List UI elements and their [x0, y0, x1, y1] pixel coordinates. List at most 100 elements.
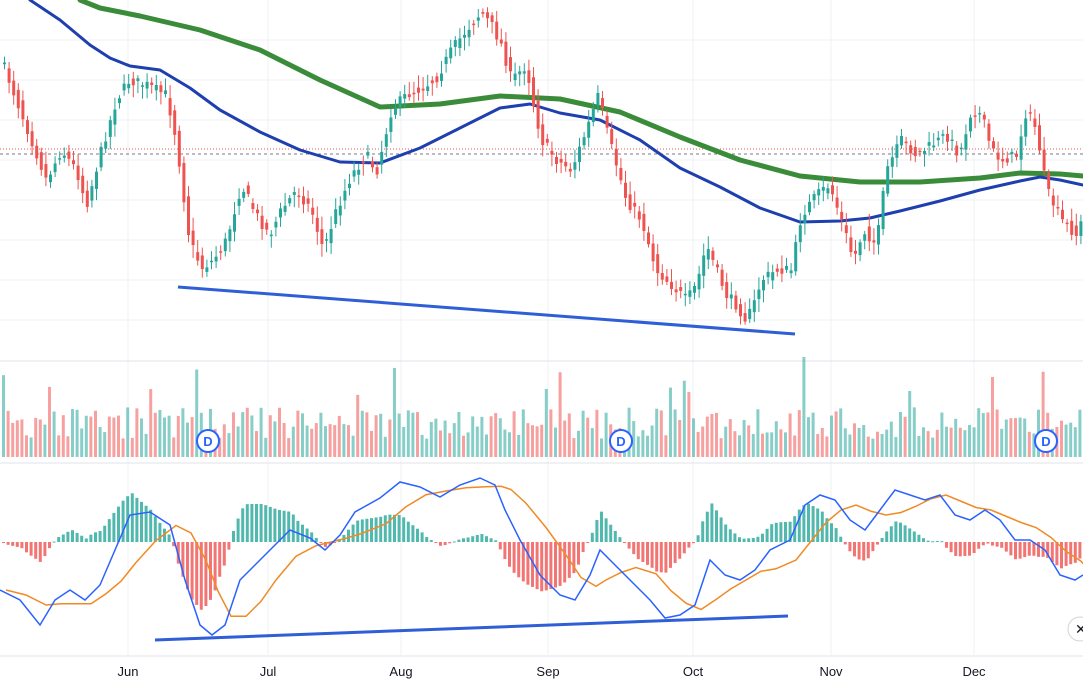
macd-histogram-bar: [328, 542, 332, 546]
macd-histogram-bar: [163, 528, 166, 542]
candle-body: [348, 183, 351, 189]
macd-histogram-bar: [1014, 542, 1017, 560]
macd-histogram-bar: [1027, 542, 1031, 556]
volume-bar: [282, 423, 286, 457]
volume-bar: [866, 436, 870, 457]
candle-body: [338, 205, 342, 216]
candle-body: [513, 73, 517, 81]
macd-histogram-bar: [866, 542, 870, 559]
volume-bar: [452, 423, 456, 457]
volume-bar: [365, 412, 369, 457]
month-tick-label: Nov: [819, 664, 843, 679]
macd-lines: [0, 477, 1083, 636]
dividend-marker[interactable]: D: [609, 429, 633, 453]
close-button[interactable]: ✕: [1067, 616, 1083, 642]
candle-body: [996, 152, 1000, 160]
volume-bar: [857, 427, 861, 457]
macd-histogram-bar: [535, 542, 539, 590]
macd-histogram-bar: [1060, 542, 1063, 569]
candle-body: [826, 188, 830, 194]
volume-bar: [126, 407, 130, 457]
month-tick-label: Dec: [962, 664, 986, 679]
macd-histogram-bar: [475, 534, 479, 542]
macd-histogram-bar: [531, 542, 534, 587]
volume-bar: [232, 412, 235, 457]
candle-body: [214, 256, 218, 262]
volume-bar: [1064, 424, 1068, 457]
candle-body: [1079, 221, 1083, 236]
dividend-marker-label: D: [1041, 434, 1050, 449]
candle-body: [311, 207, 315, 215]
candle-body: [992, 141, 995, 149]
candle-body: [306, 198, 310, 204]
macd-histogram-bar: [1009, 542, 1013, 556]
macd-histogram-bar: [958, 542, 962, 557]
macd-histogram-bar: [287, 511, 291, 542]
volume-bar: [563, 420, 567, 457]
volume-bar: [788, 413, 792, 457]
dividend-marker[interactable]: D: [196, 429, 220, 453]
macd-histogram-bar: [15, 542, 19, 547]
volume-bar: [337, 415, 341, 457]
macd-histogram-bar: [135, 497, 139, 542]
macd-histogram-bar: [71, 530, 74, 542]
volume-bar: [839, 408, 843, 457]
macd-histogram-bar: [701, 521, 705, 542]
candle-body: [831, 185, 834, 195]
candle-body: [812, 194, 816, 201]
volume-bar: [917, 435, 921, 457]
candle-body: [39, 152, 43, 170]
macd-histogram-bar: [199, 542, 203, 610]
candle-body: [302, 196, 305, 205]
volume-bar: [521, 409, 525, 457]
candle-body: [757, 289, 761, 300]
macd-histogram-bar: [66, 531, 70, 542]
volume-bar: [512, 411, 516, 457]
volume-bar: [784, 432, 787, 457]
macd-histogram-bar: [613, 530, 617, 542]
candle-body: [950, 139, 954, 142]
candle-body: [1061, 209, 1064, 220]
macd-histogram-bar: [1037, 542, 1040, 557]
macd-histogram-bar: [498, 542, 502, 550]
volume-bar: [149, 389, 153, 457]
candle-body: [932, 145, 936, 148]
candle-body: [752, 300, 756, 313]
candle-body: [775, 268, 779, 272]
candle-body: [499, 39, 503, 44]
candle-body: [642, 213, 646, 232]
macd-histogram-bar: [922, 538, 925, 542]
candle-body: [877, 225, 880, 245]
candle-body: [780, 268, 784, 274]
macd-histogram-bar: [586, 542, 590, 543]
volume-bar: [397, 413, 401, 457]
macd-histogram-bar: [80, 535, 84, 542]
volume-bar: [926, 431, 930, 457]
macd-histogram-bar: [540, 542, 544, 592]
candle-body: [256, 209, 259, 214]
macd-histogram-bar: [843, 542, 847, 545]
macd-histogram-bar: [912, 531, 916, 542]
candle-body: [325, 239, 328, 241]
volume-bar: [195, 369, 199, 457]
volume-bar: [310, 428, 314, 457]
month-tick-label: Sep: [536, 664, 559, 679]
candle-body: [251, 203, 255, 209]
candle-body: [104, 141, 108, 149]
macd-histogram-bar: [609, 524, 613, 542]
candle-body: [1001, 159, 1005, 162]
macd-histogram-bar: [241, 508, 245, 542]
dividend-marker[interactable]: D: [1034, 429, 1058, 453]
candle-body: [7, 68, 11, 83]
macd-histogram-bar: [222, 542, 226, 566]
price-trendline[interactable]: [177, 285, 796, 336]
macd-histogram-bar: [61, 534, 65, 542]
macd-histogram-bar: [742, 538, 746, 542]
candle-body: [380, 151, 384, 165]
volume-bar: [117, 415, 120, 457]
candle-body: [840, 211, 844, 220]
candle-body: [361, 161, 365, 164]
macd-histogram-bar: [75, 532, 79, 542]
macd-trendline[interactable]: [154, 614, 789, 642]
